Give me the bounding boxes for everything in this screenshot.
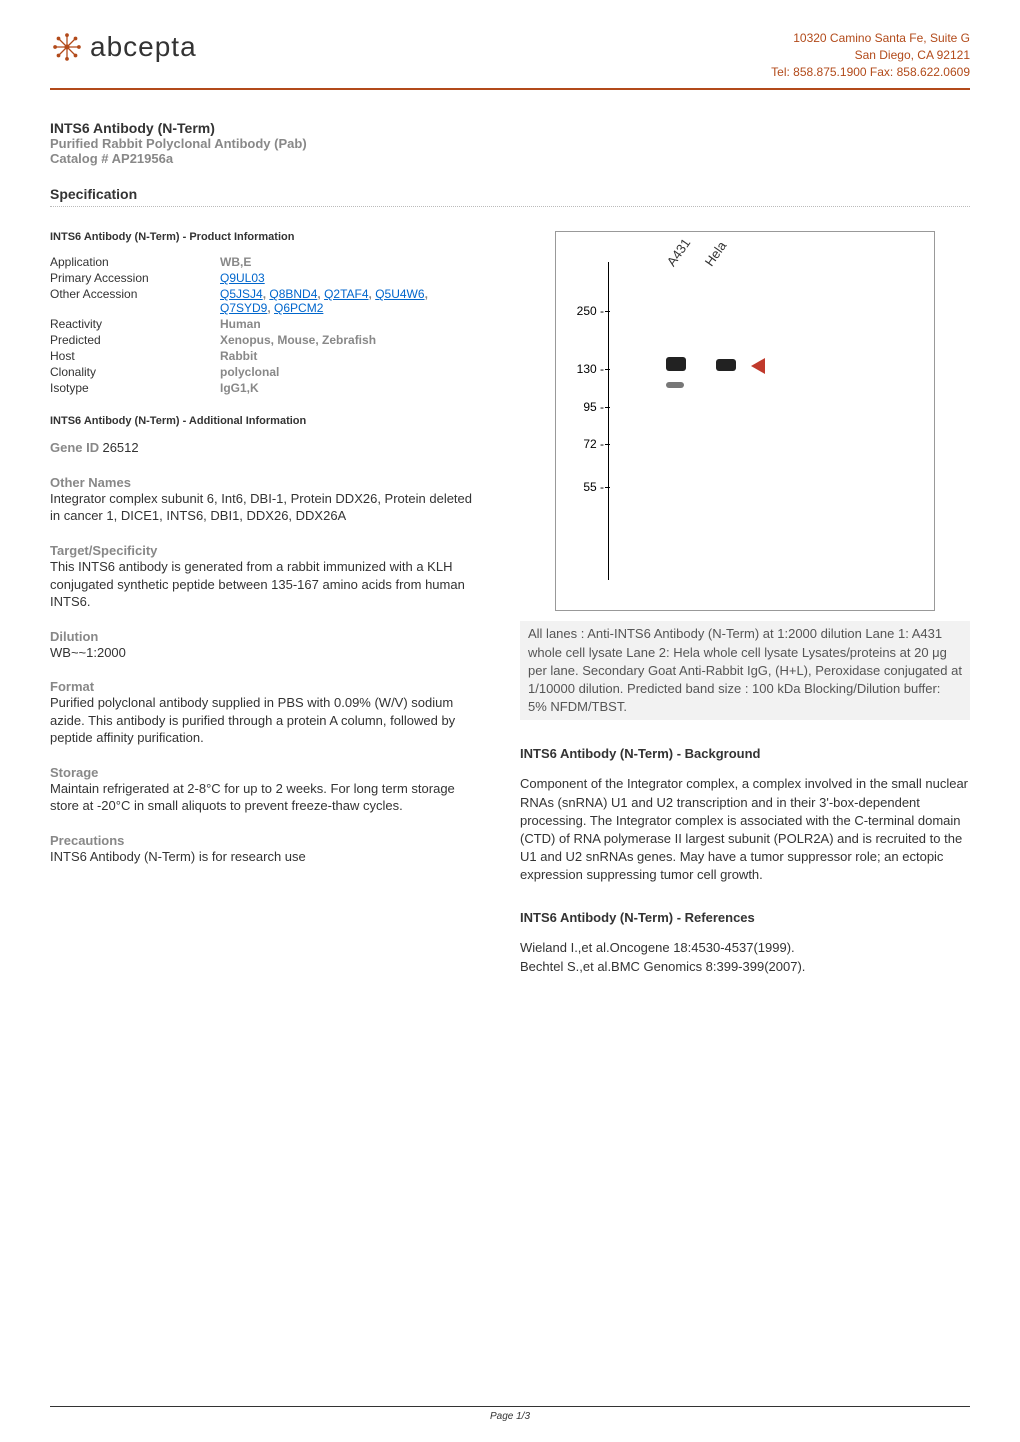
accession-link[interactable]: Q5U4W6 — [375, 287, 424, 301]
gene-id-label: Gene ID — [50, 440, 99, 455]
blot-y-axis — [608, 262, 609, 580]
kv-val: WB,E — [220, 255, 480, 269]
title-block: INTS6 Antibody (N-Term) Purified Rabbit … — [50, 120, 970, 166]
kv-isotype: Isotype IgG1,K — [50, 381, 480, 395]
kv-application: Application WB,E — [50, 255, 480, 269]
two-column-layout: INTS6 Antibody (N-Term) - Product Inform… — [50, 231, 970, 975]
lane-label-2: Hela — [702, 239, 730, 270]
background-head: INTS6 Antibody (N-Term) - Background — [520, 746, 970, 761]
blot-tick: 72 - — [574, 437, 604, 451]
kv-val: Q9UL03 — [220, 271, 480, 285]
kv-key: Other Accession — [50, 287, 220, 315]
blot-band — [666, 357, 686, 371]
product-subtitle-2: Catalog # AP21956a — [50, 151, 970, 166]
other-names-label: Other Names — [50, 475, 480, 490]
other-names-text: Integrator complex subunit 6, Int6, DBI-… — [50, 490, 480, 525]
format-label: Format — [50, 679, 480, 694]
kv-key: Predicted — [50, 333, 220, 347]
target-text: This INTS6 antibody is generated from a … — [50, 558, 480, 611]
kv-val: Rabbit — [220, 349, 480, 363]
references-text: Wieland I.,et al.Oncogene 18:4530-4537(1… — [520, 939, 970, 975]
address-line-2: San Diego, CA 92121 — [771, 47, 970, 64]
arrow-icon — [751, 358, 765, 374]
kv-key: Isotype — [50, 381, 220, 395]
kv-val: Human — [220, 317, 480, 331]
kv-host: Host Rabbit — [50, 349, 480, 363]
kv-other-accession: Other Accession Q5JSJ4, Q8BND4, Q2TAF4, … — [50, 287, 480, 315]
gene-id-value: 26512 — [102, 440, 138, 455]
format-text: Purified polyclonal antibody supplied in… — [50, 694, 480, 747]
page-footer: Page 1/3 — [50, 1406, 970, 1422]
lane-label-1: A431 — [664, 236, 694, 269]
kv-val: polyclonal — [220, 365, 480, 379]
company-contact: 10320 Camino Santa Fe, Suite G San Diego… — [771, 30, 970, 80]
kv-key: Host — [50, 349, 220, 363]
blot-tick: 55 - — [574, 480, 604, 494]
image-caption: All lanes : Anti-INTS6 Antibody (N-Term)… — [520, 621, 970, 720]
storage-text: Maintain refrigerated at 2-8°C for up to… — [50, 780, 480, 815]
block-precautions: Precautions INTS6 Antibody (N-Term) is f… — [50, 833, 480, 866]
kv-val: IgG1,K — [220, 381, 480, 395]
kv-val-other-accession: Q5JSJ4, Q8BND4, Q2TAF4, Q5U4W6, Q7SYD9, … — [220, 287, 480, 315]
block-dilution: Dilution WB~~1:2000 — [50, 629, 480, 662]
western-blot-image: A431 Hela 250 - 130 - 95 - 72 - 55 - — [555, 231, 935, 611]
accession-link[interactable]: Q7SYD9 — [220, 301, 267, 315]
references-head: INTS6 Antibody (N-Term) - References — [520, 910, 970, 925]
product-title: INTS6 Antibody (N-Term) — [50, 120, 970, 136]
logo-text: abcepta — [90, 31, 197, 63]
product-info-head: INTS6 Antibody (N-Term) - Product Inform… — [50, 231, 480, 243]
right-column: A431 Hela 250 - 130 - 95 - 72 - 55 - All lan… — [520, 231, 970, 975]
kv-primary-accession: Primary Accession Q9UL03 — [50, 271, 480, 285]
kv-reactivity: Reactivity Human — [50, 317, 480, 331]
accession-link[interactable]: Q2TAF4 — [324, 287, 368, 301]
block-target: Target/Specificity This INTS6 antibody i… — [50, 543, 480, 611]
blot-tick: 130 - — [574, 362, 604, 376]
product-subtitle-1: Purified Rabbit Polyclonal Antibody (Pab… — [50, 136, 970, 151]
block-other-names: Other Names Integrator complex subunit 6… — [50, 475, 480, 525]
precautions-label: Precautions — [50, 833, 480, 848]
background-text: Component of the Integrator complex, a c… — [520, 775, 970, 884]
blot-band — [666, 382, 684, 388]
blot-lane-labels: A431 Hela — [676, 254, 745, 269]
block-storage: Storage Maintain refrigerated at 2-8°C f… — [50, 765, 480, 815]
block-format: Format Purified polyclonal antibody supp… — [50, 679, 480, 747]
address-line-1: 10320 Camino Santa Fe, Suite G — [771, 30, 970, 47]
dilution-text: WB~~1:2000 — [50, 644, 480, 662]
block-gene-id: Gene ID 26512 — [50, 439, 480, 457]
accession-link[interactable]: Q5JSJ4 — [220, 287, 263, 301]
accession-link[interactable]: Q9UL03 — [220, 271, 265, 285]
contact-line: Tel: 858.875.1900 Fax: 858.622.0609 — [771, 64, 970, 81]
dilution-label: Dilution — [50, 629, 480, 644]
kv-key: Clonality — [50, 365, 220, 379]
blot-tick: 95 - — [574, 400, 604, 414]
kv-predicted: Predicted Xenopus, Mouse, Zebrafish — [50, 333, 480, 347]
kv-clonality: Clonality polyclonal — [50, 365, 480, 379]
kv-key: Primary Accession — [50, 271, 220, 285]
blot-band — [716, 359, 736, 371]
precautions-text: INTS6 Antibody (N-Term) is for research … — [50, 848, 480, 866]
additional-info-head: INTS6 Antibody (N-Term) - Additional Inf… — [50, 415, 480, 427]
header-bar: abcepta 10320 Camino Santa Fe, Suite G S… — [50, 30, 970, 90]
logo-icon — [50, 30, 84, 64]
kv-key: Application — [50, 255, 220, 269]
kv-key: Reactivity — [50, 317, 220, 331]
page: abcepta 10320 Camino Santa Fe, Suite G S… — [0, 0, 1020, 1442]
storage-label: Storage — [50, 765, 480, 780]
left-column: INTS6 Antibody (N-Term) - Product Inform… — [50, 231, 480, 975]
section-specification: Specification — [50, 186, 970, 207]
target-label: Target/Specificity — [50, 543, 480, 558]
product-info-table: Application WB,E Primary Accession Q9UL0… — [50, 255, 480, 395]
accession-link[interactable]: Q8BND4 — [269, 287, 317, 301]
blot-tick: 250 - — [574, 304, 604, 318]
kv-val: Xenopus, Mouse, Zebrafish — [220, 333, 480, 347]
logo: abcepta — [50, 30, 197, 64]
accession-link[interactable]: Q6PCM2 — [274, 301, 323, 315]
